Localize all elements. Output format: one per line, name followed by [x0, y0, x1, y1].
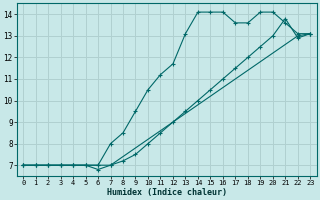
- X-axis label: Humidex (Indice chaleur): Humidex (Indice chaleur): [107, 188, 227, 197]
